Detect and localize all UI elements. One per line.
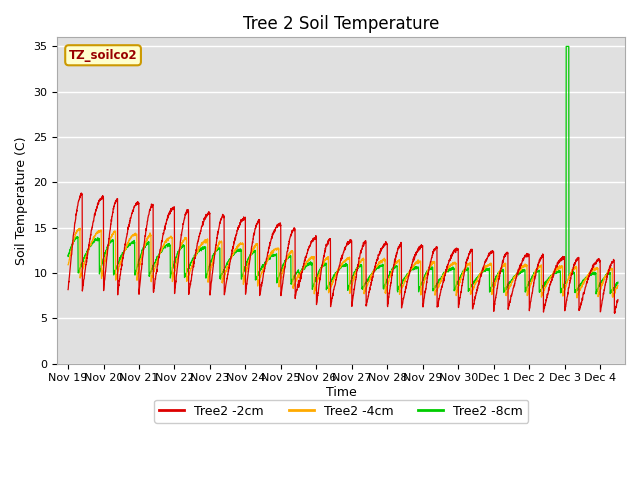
Tree2 -8cm [127,240,134,246]
Tree2 -4cm [76,225,84,231]
Tree2 -8cm [159,244,167,250]
Line: Tree2 -2cm: Tree2 -2cm [68,193,618,313]
Y-axis label: Soil Temperature (C): Soil Temperature (C) [15,136,28,265]
Tree2 -8cm [299,266,307,272]
Tree2 -8cm [563,44,570,49]
Tree2 -2cm [77,190,85,196]
Tree2 -4cm [160,242,168,248]
Tree2 -4cm [614,283,621,288]
Tree2 -4cm [573,295,581,301]
Tree2 -8cm [604,272,611,278]
Tree2 -8cm [614,279,621,285]
Legend: Tree2 -2cm, Tree2 -4cm, Tree2 -8cm: Tree2 -2cm, Tree2 -4cm, Tree2 -8cm [154,400,528,423]
Line: Tree2 -8cm: Tree2 -8cm [68,47,618,294]
Tree2 -2cm [614,297,621,302]
Tree2 -4cm [64,262,72,268]
Tree2 -2cm [275,223,283,229]
Tree2 -2cm [64,287,72,292]
Tree2 -2cm [127,215,135,221]
Line: Tree2 -4cm: Tree2 -4cm [68,228,618,298]
Tree2 -4cm [604,270,611,276]
Tree2 -4cm [127,235,135,241]
Tree2 -2cm [544,291,552,297]
Tree2 -8cm [544,278,552,284]
Tree2 -2cm [604,274,611,280]
Tree2 -4cm [544,280,552,286]
Tree2 -8cm [64,252,72,258]
Tree2 -4cm [275,282,283,288]
Tree2 -2cm [611,310,619,316]
X-axis label: Time: Time [326,386,356,399]
Tree2 -4cm [299,265,307,271]
Text: TZ_soilco2: TZ_soilco2 [68,49,138,62]
Title: Tree 2 Soil Temperature: Tree 2 Soil Temperature [243,15,440,33]
Tree2 -8cm [592,291,600,297]
Tree2 -8cm [275,273,283,279]
Tree2 -2cm [160,231,168,237]
Tree2 -2cm [299,265,307,271]
